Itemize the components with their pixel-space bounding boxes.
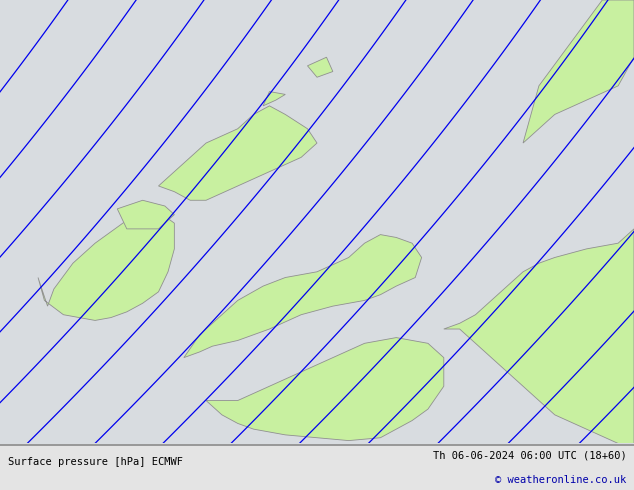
Polygon shape	[184, 235, 422, 358]
Polygon shape	[206, 338, 444, 441]
Text: Surface pressure [hPa] ECMWF: Surface pressure [hPa] ECMWF	[8, 457, 183, 467]
Polygon shape	[444, 229, 634, 443]
Text: © weatheronline.co.uk: © weatheronline.co.uk	[495, 475, 626, 485]
Polygon shape	[158, 106, 317, 200]
Polygon shape	[263, 92, 285, 106]
Polygon shape	[307, 57, 333, 77]
Polygon shape	[523, 0, 634, 143]
Polygon shape	[117, 200, 174, 229]
Polygon shape	[38, 212, 174, 320]
Text: Th 06-06-2024 06:00 UTC (18+60): Th 06-06-2024 06:00 UTC (18+60)	[432, 451, 626, 461]
